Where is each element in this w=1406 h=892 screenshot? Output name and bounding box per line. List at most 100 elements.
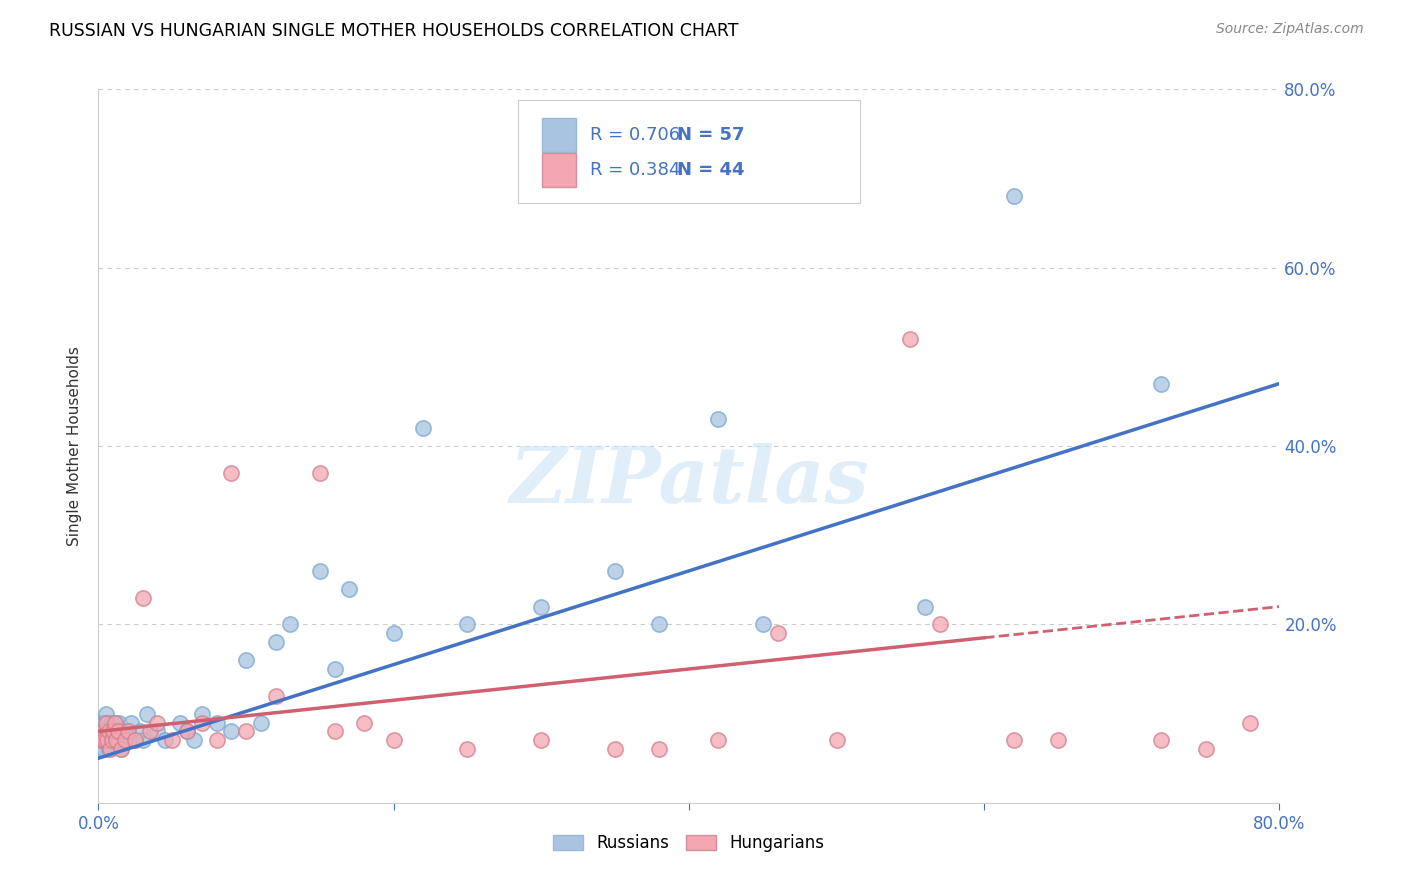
- Point: [235, 724, 257, 739]
- Point: [132, 733, 155, 747]
- Point: [707, 412, 730, 426]
- Point: [97, 724, 120, 739]
- Point: [250, 715, 273, 730]
- Point: [264, 689, 287, 703]
- Point: [103, 733, 125, 747]
- Point: [107, 733, 129, 747]
- Point: [93, 715, 115, 730]
- Point: [104, 715, 127, 730]
- Text: Source: ZipAtlas.com: Source: ZipAtlas.com: [1216, 22, 1364, 37]
- Point: [235, 653, 257, 667]
- Point: [93, 733, 115, 747]
- Point: [124, 733, 146, 747]
- Point: [91, 724, 114, 739]
- Point: [183, 733, 205, 747]
- Point: [89, 733, 111, 747]
- Point: [191, 706, 214, 721]
- Point: [94, 715, 117, 730]
- Point: [93, 742, 115, 756]
- Point: [1150, 376, 1173, 391]
- Point: [900, 332, 922, 346]
- Point: [382, 626, 405, 640]
- Point: [353, 715, 375, 730]
- Point: [457, 617, 479, 632]
- Point: [176, 724, 198, 739]
- Point: [94, 733, 117, 747]
- Point: [323, 662, 346, 676]
- Point: [117, 724, 139, 739]
- Point: [1195, 742, 1218, 756]
- Point: [90, 715, 112, 730]
- Point: [91, 733, 114, 747]
- Text: R = 0.384: R = 0.384: [589, 161, 681, 178]
- Point: [90, 733, 112, 747]
- Point: [1002, 189, 1025, 203]
- Point: [766, 626, 789, 640]
- Point: [605, 564, 627, 578]
- FancyBboxPatch shape: [517, 100, 860, 203]
- Point: [264, 635, 287, 649]
- Point: [100, 715, 122, 730]
- Text: ZIPatlas: ZIPatlas: [509, 443, 869, 520]
- Point: [117, 724, 139, 739]
- Point: [707, 733, 730, 747]
- Point: [169, 715, 191, 730]
- Text: RUSSIAN VS HUNGARIAN SINGLE MOTHER HOUSEHOLDS CORRELATION CHART: RUSSIAN VS HUNGARIAN SINGLE MOTHER HOUSE…: [49, 22, 738, 40]
- Text: R = 0.706: R = 0.706: [589, 126, 681, 144]
- Point: [114, 733, 136, 747]
- Point: [280, 617, 302, 632]
- Point: [752, 617, 775, 632]
- Point: [105, 733, 128, 747]
- Point: [221, 724, 243, 739]
- Point: [90, 742, 112, 756]
- Point: [648, 742, 671, 756]
- Point: [1239, 715, 1261, 730]
- Point: [309, 564, 332, 578]
- Point: [323, 724, 346, 739]
- Point: [1046, 733, 1070, 747]
- Point: [104, 715, 127, 730]
- Point: [146, 715, 169, 730]
- Point: [1150, 733, 1173, 747]
- Point: [153, 733, 176, 747]
- Bar: [543, 153, 575, 187]
- Point: [105, 724, 128, 739]
- Point: [530, 599, 553, 614]
- Point: [110, 742, 132, 756]
- Point: [100, 733, 122, 747]
- Point: [107, 724, 129, 739]
- Point: [136, 706, 159, 721]
- Point: [825, 733, 848, 747]
- Point: [929, 617, 952, 632]
- Point: [98, 733, 121, 747]
- Point: [530, 733, 553, 747]
- Point: [382, 733, 405, 747]
- Point: [120, 715, 142, 730]
- Point: [114, 733, 136, 747]
- Text: N = 44: N = 44: [678, 161, 745, 178]
- Point: [110, 742, 132, 756]
- Point: [205, 733, 228, 747]
- Legend: Russians, Hungarians: Russians, Hungarians: [547, 828, 831, 859]
- Point: [128, 724, 150, 739]
- Point: [97, 742, 120, 756]
- Text: N = 57: N = 57: [678, 126, 745, 144]
- Point: [98, 724, 121, 739]
- Point: [103, 724, 125, 739]
- Y-axis label: Single Mother Households: Single Mother Households: [67, 346, 83, 546]
- Point: [176, 724, 198, 739]
- Point: [97, 733, 120, 747]
- Point: [124, 733, 146, 747]
- Point: [108, 715, 131, 730]
- Point: [139, 724, 162, 739]
- Point: [648, 617, 671, 632]
- Point: [205, 715, 228, 730]
- Point: [91, 724, 114, 739]
- Point: [412, 421, 434, 435]
- Point: [103, 724, 125, 739]
- Bar: [543, 118, 575, 152]
- Point: [132, 591, 155, 605]
- Point: [191, 715, 214, 730]
- Point: [1002, 733, 1025, 747]
- Point: [146, 724, 169, 739]
